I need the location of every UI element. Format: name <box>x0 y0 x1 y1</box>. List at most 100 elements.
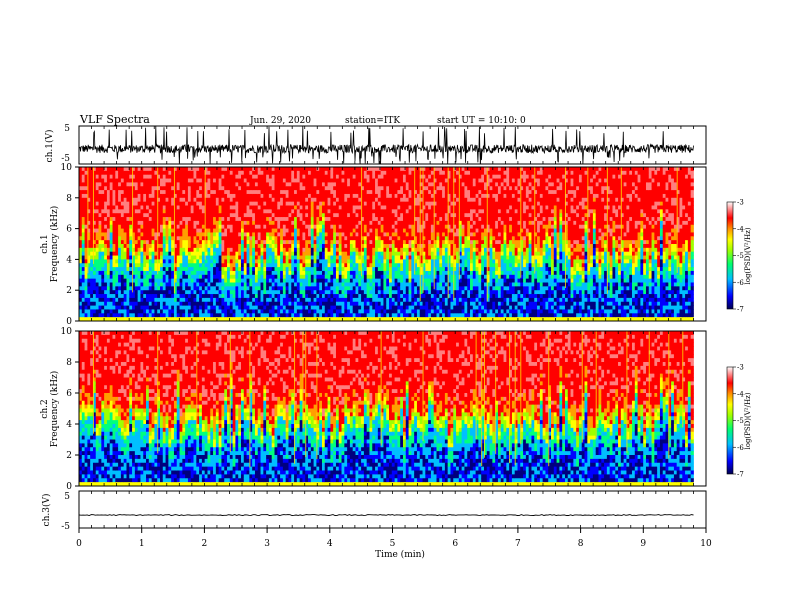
spectrogram-cell <box>240 274 245 280</box>
spectrogram-cell <box>187 240 192 245</box>
spectrogram-cell <box>274 309 278 314</box>
spectrogram-cell <box>397 247 401 253</box>
spectrogram-cell <box>414 286 418 291</box>
spectrogram-cell <box>316 317 320 322</box>
spectrogram-cell <box>129 286 133 291</box>
spectrogram-cell <box>215 220 220 226</box>
spectrogram-cell <box>349 236 354 241</box>
spectrogram-cell <box>132 247 136 253</box>
spectrogram-cell <box>132 309 136 314</box>
spectrogram-cell <box>246 220 250 226</box>
spectrogram-cell <box>213 267 217 272</box>
spectrogram-cell <box>394 270 398 276</box>
spectrogram-cell <box>277 270 281 276</box>
spectrogram-cell <box>419 167 423 172</box>
spectrogram-cell <box>347 217 351 222</box>
spectrogram-cell <box>274 244 278 249</box>
spectrogram-cell <box>160 197 164 203</box>
spectrogram-cell <box>285 290 289 295</box>
spectrogram-cell <box>224 255 228 260</box>
spectrogram-cell <box>266 309 270 314</box>
spectrogram-cell <box>375 274 379 280</box>
spectrogram-cell <box>280 267 284 272</box>
spectrogram-cell <box>366 317 370 322</box>
spectrogram-cell <box>400 255 404 260</box>
spectrogram-cell <box>187 167 192 172</box>
spectrogram-cell <box>79 167 83 172</box>
spectrogram-cell <box>112 267 116 272</box>
spectrogram-cell <box>414 244 418 249</box>
spectrogram-cell <box>187 228 192 233</box>
spectrogram-cell <box>366 209 370 214</box>
spectrogram-cell <box>249 167 253 172</box>
spectrogram-cell <box>84 313 88 318</box>
spectrogram-cell <box>386 247 390 253</box>
spectrogram-cell <box>162 305 166 310</box>
spectrogram-cell <box>377 313 382 318</box>
spectrogram-cell <box>190 282 194 287</box>
spectrogram-cell <box>112 255 116 260</box>
spectrogram-cell <box>160 217 164 222</box>
spectrogram-cell <box>377 305 382 310</box>
spectrogram-cell <box>190 186 194 191</box>
spectrogram-cell <box>299 263 303 268</box>
spectrogram-cell <box>118 270 122 276</box>
spectrogram-cell <box>305 278 309 283</box>
spectrogram-cell <box>333 278 337 283</box>
spectrogram-cell <box>227 294 231 299</box>
spectrogram-cell <box>313 232 317 237</box>
spectrogram-cell <box>260 267 264 272</box>
spectrogram-cell <box>324 186 328 191</box>
spectrogram-cell <box>104 197 108 203</box>
spectrogram-cell <box>187 290 192 295</box>
spectrogram-cell <box>389 193 393 199</box>
spectrogram-cell <box>422 286 426 291</box>
spectrogram-cell <box>137 213 141 218</box>
spectrogram-cell <box>120 240 125 245</box>
spectrogram-cell <box>305 297 309 303</box>
spectrogram-cell <box>143 267 147 272</box>
spectrogram-cell <box>377 182 382 187</box>
spectrogram-cell <box>366 182 370 187</box>
spectrogram-cell <box>333 182 337 187</box>
spectrogram-cell <box>179 301 183 306</box>
spectrogram-cell <box>349 290 354 295</box>
spectrogram-cell <box>171 170 175 176</box>
spectrogram-cell <box>81 274 85 280</box>
spectrogram-cell <box>210 228 214 233</box>
spectrogram-cell <box>182 232 186 237</box>
spectrogram-cell <box>316 167 320 172</box>
spectrogram-cell <box>120 170 125 176</box>
spectrogram-cell <box>157 213 161 218</box>
spectrogram-cell <box>227 251 231 256</box>
spectrogram-cell <box>235 297 239 303</box>
spectrogram-cell <box>310 167 315 172</box>
spectrogram-cell <box>193 297 197 303</box>
spectrogram-cell <box>98 186 102 191</box>
spectrogram-cell <box>355 182 359 187</box>
spectrogram-cell <box>137 255 141 260</box>
spectrogram-cell <box>221 228 225 233</box>
spectrogram-cell <box>182 167 186 172</box>
spectrogram-cell <box>79 201 83 206</box>
spectrogram-cell <box>90 251 94 256</box>
spectrogram-cell <box>386 217 390 222</box>
spectrogram-cell <box>411 282 415 287</box>
spectrogram-cell <box>288 186 292 191</box>
spectrogram-cell <box>179 309 183 314</box>
spectrogram-cell <box>280 201 284 206</box>
spectrogram-cell <box>308 294 312 299</box>
spectrogram-cell <box>123 274 127 280</box>
spectrogram-cell <box>419 236 423 241</box>
spectrogram-cell <box>199 220 203 226</box>
spectrogram-cell <box>213 286 217 291</box>
spectrogram-cell <box>352 263 356 268</box>
spectrogram-cell <box>146 247 150 253</box>
spectrogram-cell <box>260 282 264 287</box>
spectrogram-cell <box>408 217 412 222</box>
spectrogram-cell <box>408 282 412 287</box>
spectrogram-cell <box>257 244 261 249</box>
spectrogram-cell <box>380 228 384 233</box>
spectrogram-cell <box>90 297 94 303</box>
spectrogram-cell <box>389 297 393 303</box>
